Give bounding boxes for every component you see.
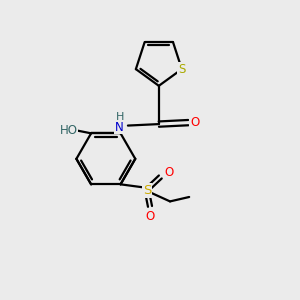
Text: O: O (146, 210, 154, 223)
Text: S: S (143, 184, 151, 197)
Text: N: N (115, 121, 124, 134)
Text: H: H (116, 112, 124, 122)
Text: O: O (164, 166, 173, 179)
Text: S: S (178, 63, 185, 76)
Text: HO: HO (59, 124, 77, 137)
Text: O: O (190, 116, 200, 129)
